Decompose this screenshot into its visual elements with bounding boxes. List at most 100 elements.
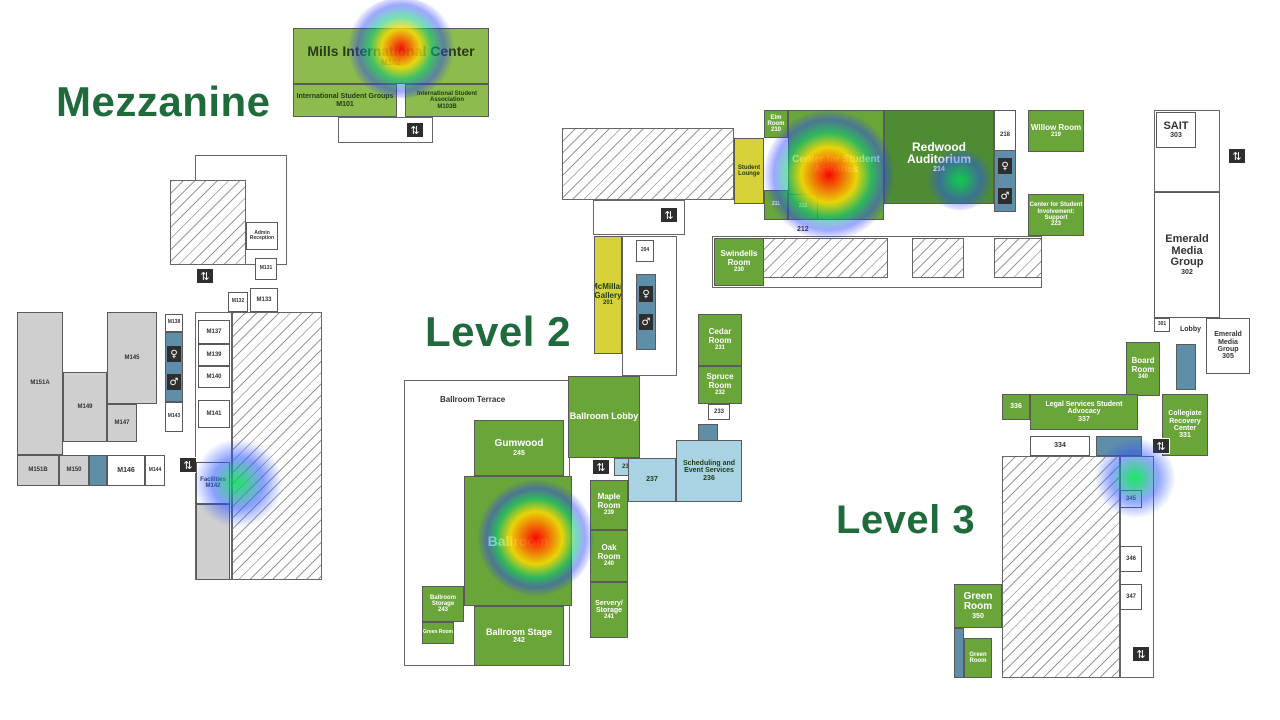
- willow-room[interactable]: Willow Room 219: [1028, 110, 1084, 152]
- green-room-350[interactable]: Green Room 350: [954, 584, 1002, 628]
- elevator-icon: ⇅: [592, 459, 610, 475]
- redwood-auditorium[interactable]: Redwood Auditorium 214: [884, 110, 994, 204]
- room-334[interactable]: 334: [1030, 436, 1090, 456]
- room-m140[interactable]: M140: [198, 366, 230, 388]
- room-211[interactable]: 211: [764, 190, 788, 220]
- student-lounge[interactable]: Student Lounge: [734, 138, 764, 204]
- restroom-icon: ♀: [639, 286, 653, 302]
- oak-room[interactable]: Oak Room 240: [590, 530, 628, 582]
- room-237[interactable]: 237: [628, 458, 676, 502]
- l2-stairs-top: [593, 200, 685, 235]
- international-student-association[interactable]: International Student Association M103B: [405, 84, 489, 117]
- room-301[interactable]: 301: [1154, 318, 1170, 332]
- groups-number: M101: [336, 100, 354, 108]
- room-218[interactable]: 218: [994, 110, 1016, 160]
- sait[interactable]: SAIT 303: [1156, 112, 1196, 148]
- room-m147[interactable]: M147: [107, 404, 137, 442]
- ballroom-storage[interactable]: Ballroom Storage 243: [422, 586, 464, 622]
- lobby-label: Lobby: [1180, 326, 1201, 333]
- mezzanine-heading: Mezzanine: [56, 78, 271, 125]
- room-m151b[interactable]: M151B: [17, 455, 59, 486]
- room-233[interactable]: 233: [708, 404, 730, 420]
- assoc-number: M103B: [437, 103, 457, 110]
- room-m144[interactable]: M144: [145, 455, 165, 486]
- room-213[interactable]: 213: [788, 194, 818, 220]
- mills-international-center[interactable]: Mills International Center M102: [293, 28, 489, 84]
- elm-room[interactable]: Elm Room 210: [764, 110, 788, 138]
- elevator-icon: ⇅: [1132, 646, 1150, 662]
- room-m151a[interactable]: M151A: [17, 312, 63, 455]
- l3-restrooms-south: [1096, 436, 1142, 456]
- room-m150[interactable]: M150: [59, 455, 89, 486]
- restroom-icon: ♂: [167, 374, 181, 390]
- swindells-room[interactable]: Swindells Room 230: [714, 238, 764, 286]
- gumwood-room[interactable]: Gumwood 245: [474, 420, 564, 476]
- emerald-media-group-305[interactable]: Emerald Media Group 305: [1206, 318, 1250, 374]
- l3-north-block: [1154, 110, 1220, 192]
- elevator-icon: ⇅: [1228, 148, 1246, 164]
- ballroom-stage[interactable]: Ballroom Stage 242: [474, 606, 564, 666]
- l3-open-ballroom: [1002, 456, 1120, 678]
- restroom-icon: ♂: [639, 314, 653, 330]
- level2-heading: Level 2: [425, 308, 571, 355]
- l2-open-mid-2: [912, 238, 964, 278]
- board-room[interactable]: Board Room 340: [1126, 342, 1160, 396]
- scheduling-and-event-services[interactable]: Scheduling and Event Services 236: [676, 440, 742, 502]
- l3-restroom-green: [954, 628, 964, 678]
- international-student-groups[interactable]: International Student Groups M101: [293, 84, 397, 117]
- room-m141[interactable]: M141: [198, 400, 230, 428]
- elevator-icon: ⇅: [660, 207, 678, 223]
- room-m138[interactable]: M138: [165, 314, 183, 332]
- elevator-icon: ⇅: [179, 457, 197, 473]
- l2-open-mid-1: [750, 238, 888, 278]
- room-m145[interactable]: M145: [107, 312, 157, 404]
- center-for-student-involvement-support[interactable]: Center for Student Involvement: Support 2…: [1028, 194, 1084, 236]
- ballroom-terrace-label: Ballroom Terrace: [440, 395, 506, 404]
- room-m146[interactable]: M146: [107, 455, 145, 486]
- green-room-l2[interactable]: Green Room: [422, 622, 454, 644]
- mezz-restrooms: [165, 332, 183, 402]
- green-room-l3-small[interactable]: Green Room: [964, 638, 992, 678]
- restroom-icon: ♂: [998, 188, 1012, 204]
- l3-restrooms-north: [1176, 344, 1196, 390]
- mezz-open-east: [232, 312, 322, 580]
- room-347[interactable]: 347: [1120, 584, 1142, 610]
- room-m132[interactable]: M132: [228, 292, 248, 312]
- ballroom-lobby[interactable]: Ballroom Lobby: [568, 376, 640, 458]
- room-m143[interactable]: M143: [165, 402, 183, 432]
- maple-room[interactable]: Maple Room 239: [590, 480, 628, 530]
- emerald-media-group[interactable]: Emerald Media Group 302: [1154, 192, 1220, 318]
- room-346[interactable]: 346: [1120, 546, 1142, 572]
- room-m133[interactable]: M133: [250, 288, 278, 312]
- room-m137[interactable]: M137: [198, 320, 230, 344]
- ballroom[interactable]: Ballroom: [464, 476, 572, 606]
- level3-heading: Level 3: [836, 498, 976, 542]
- elevator-icon: ⇅: [1152, 438, 1170, 454]
- room-212-label: 212: [797, 226, 809, 233]
- room-336[interactable]: 336: [1002, 394, 1030, 420]
- servery-storage[interactable]: Servery/ Storage 241: [590, 582, 628, 638]
- elevator-icon: ⇅: [406, 122, 424, 138]
- l2-gallery-side: [622, 236, 677, 376]
- spruce-room[interactable]: Spruce Room 232: [698, 366, 742, 404]
- room-204[interactable]: 204: [636, 240, 654, 262]
- room-m139[interactable]: M139: [198, 344, 230, 366]
- admin-reception[interactable]: Admin Reception: [246, 222, 278, 250]
- room-m131[interactable]: M131: [255, 258, 277, 280]
- facilities-number: M142: [205, 483, 221, 489]
- elevator-icon: ⇅: [196, 268, 214, 284]
- groups-name: International Student Groups: [296, 93, 394, 101]
- mezz-open-north: [170, 180, 246, 265]
- cedar-room[interactable]: Cedar Room 231: [698, 314, 742, 366]
- room-m149[interactable]: M149: [63, 372, 107, 442]
- legal-services-student-advocacy[interactable]: Legal Services Student Advocacy 337: [1030, 394, 1138, 430]
- l2-open-top: [562, 128, 734, 200]
- mezz-restroom-west: [89, 455, 107, 486]
- mills-number: M102: [380, 58, 401, 68]
- restroom-icon: ♀: [998, 158, 1012, 174]
- room-345[interactable]: 345: [1120, 490, 1142, 508]
- assoc-name: International Student Association: [417, 91, 477, 104]
- facilities[interactable]: Facilities M142: [196, 462, 230, 504]
